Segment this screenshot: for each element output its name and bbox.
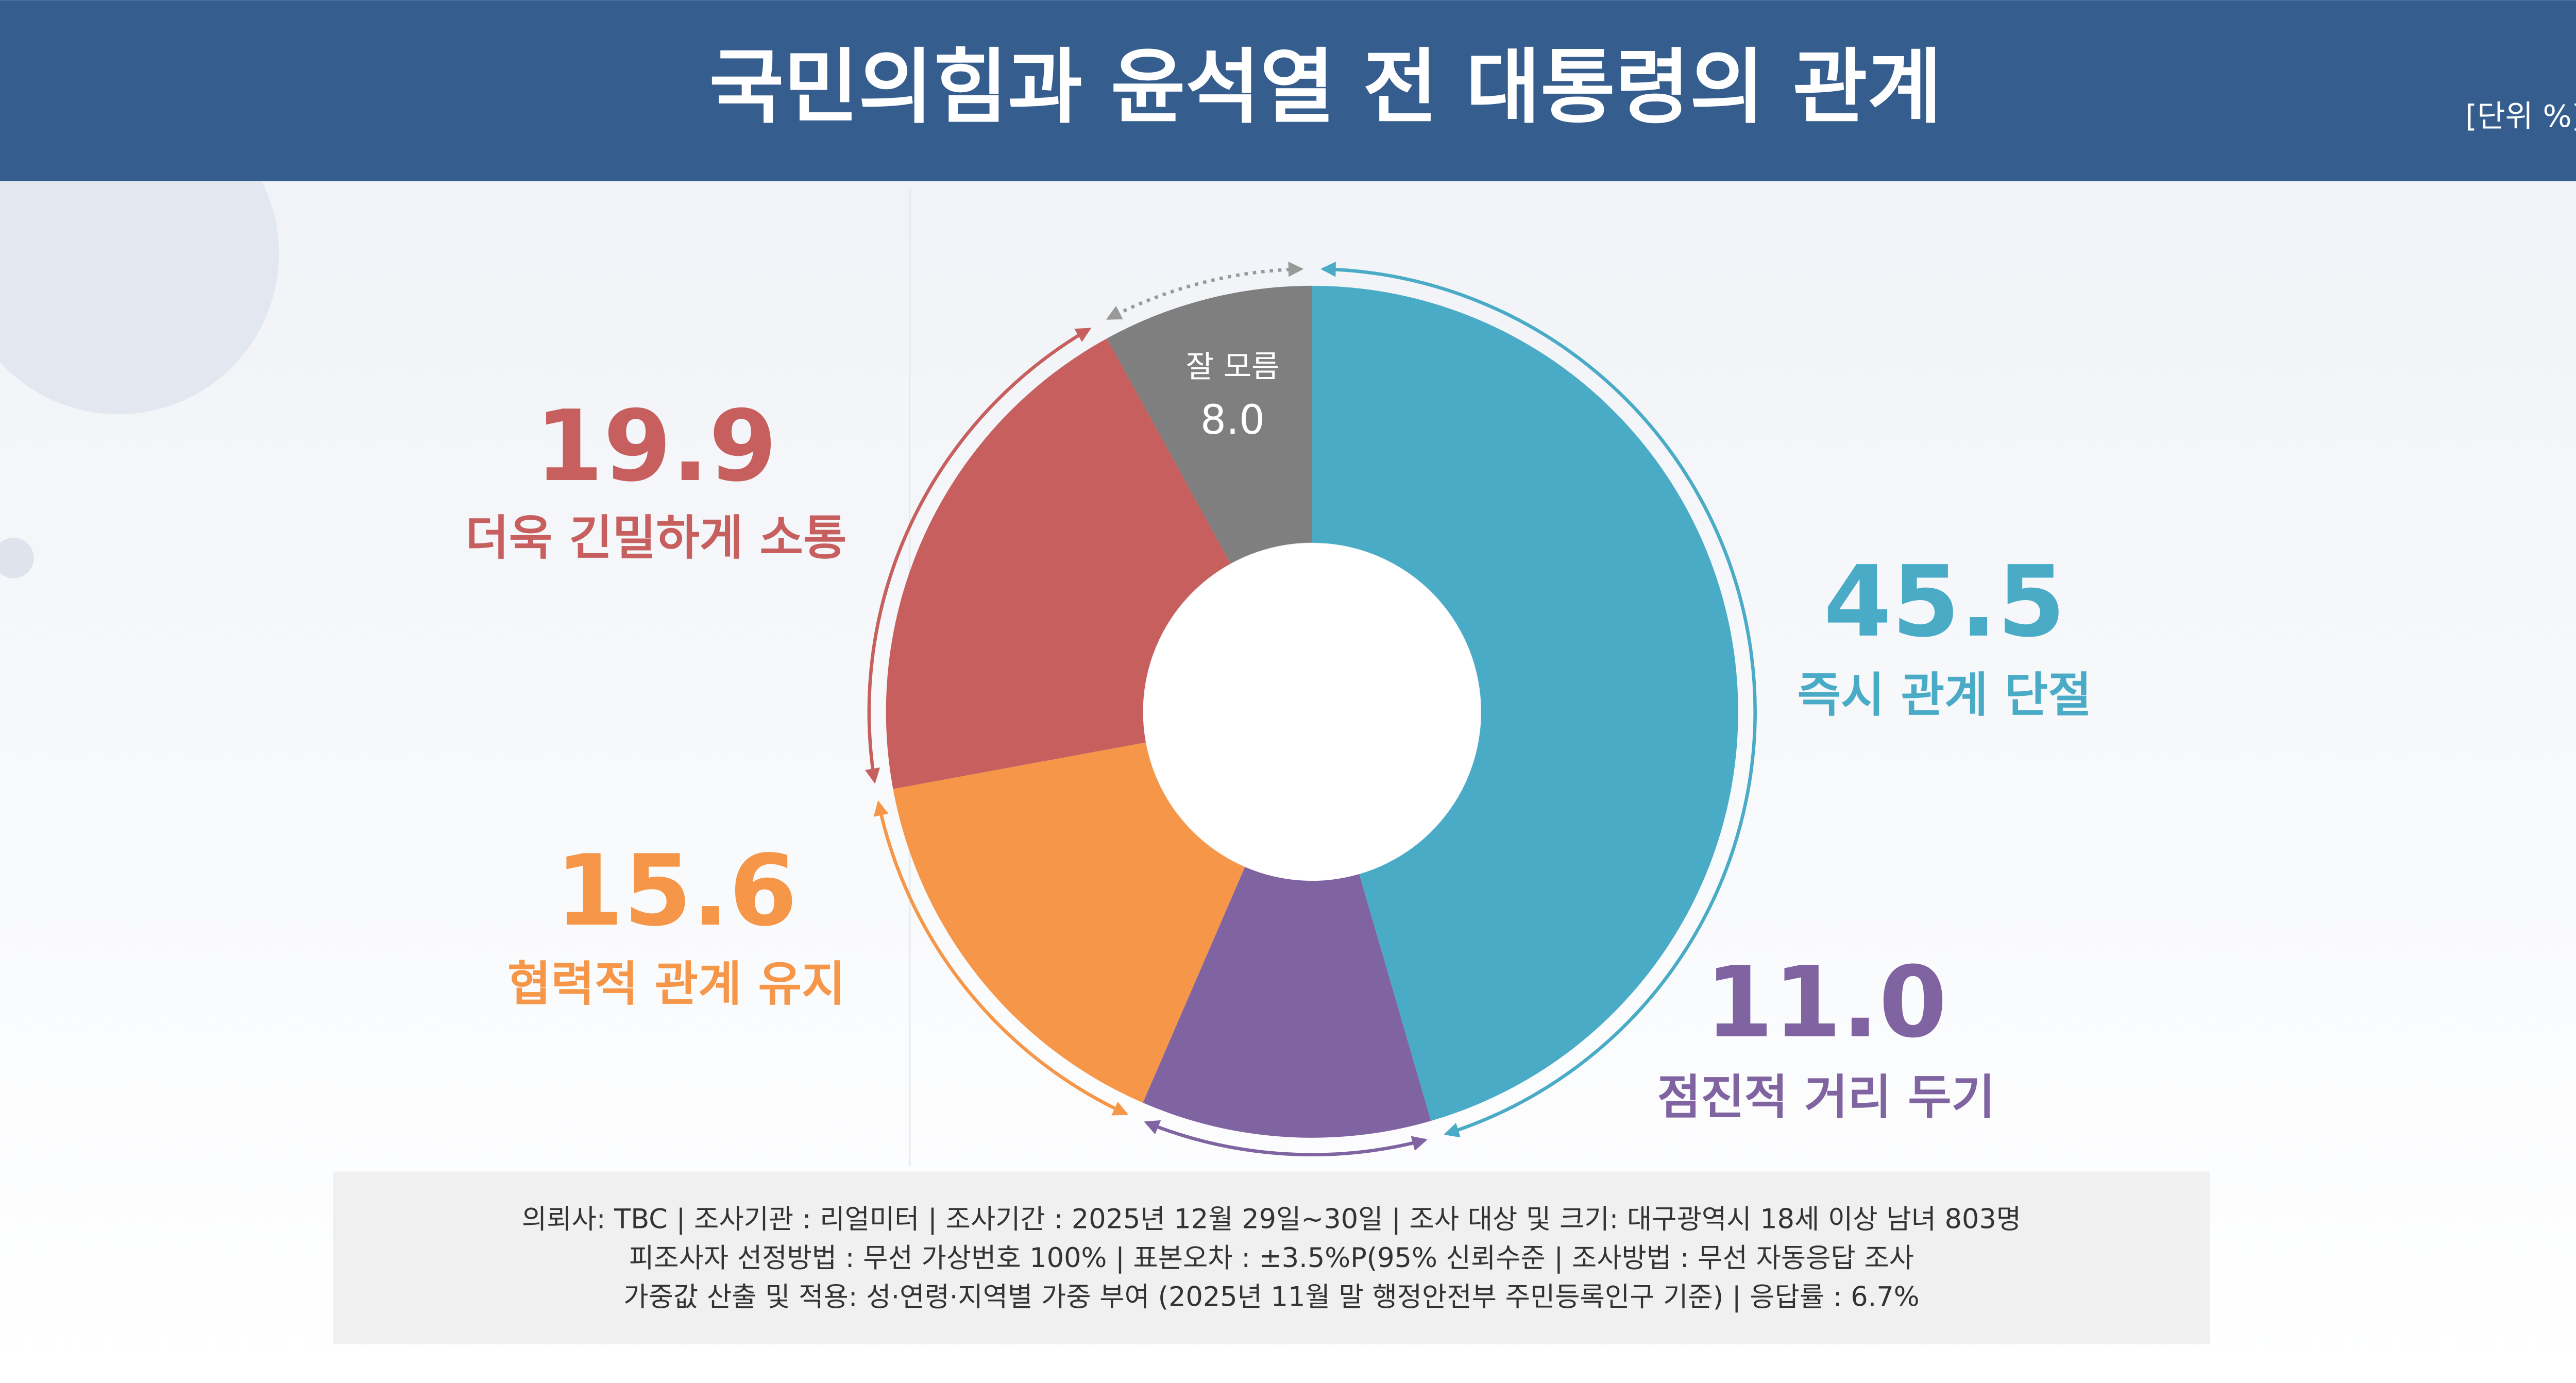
slice-value: 11.0 [1705,945,1947,1060]
unit-label: [단위 %] [2465,98,2576,134]
header-bar [0,0,2576,181]
slice-category: 협력적 관계 유지 [507,957,845,1012]
slice-category: 잘 모름 [1186,349,1280,384]
donut-slice [1143,867,1431,1138]
slice-value: 45.5 [1823,544,2065,659]
arrow-head [1074,328,1092,342]
arrow-head [1111,1101,1129,1116]
note-line: 가중값 산출 및 적용: 성·연령·지역별 가중 부여 (2025년 11월 말… [623,1281,1919,1312]
range-arc [877,803,1127,1116]
arrow-head [873,800,889,817]
arrow-head [1444,1123,1461,1138]
slice-category: 점진적 거리 두기 [1657,1070,1995,1125]
arrow-head [1320,261,1336,277]
chart-title: 국민의힘과 윤석열 전 대통령의 관계 [709,41,1942,135]
arrow-head [865,767,880,784]
arrow-head [1144,1120,1161,1135]
donut-slice [886,338,1231,789]
slice-category: 더욱 긴밀하게 소통 [465,510,846,566]
notes-box [333,1171,2210,1344]
slice-value: 19.9 [535,389,777,503]
range-arc [1145,1121,1426,1157]
donut-slice [893,742,1245,1103]
donut-slice [1107,285,1312,564]
arrow-head [1288,261,1304,277]
range-arc [867,328,1090,782]
note-line: 의뢰사: TBC | 조사기관 : 리얼미터 | 조사기간 : 2025년 12… [522,1203,2021,1235]
note-line: 피조사자 선정방법 : 무선 가상번호 100% | 표본오차 : ±3.5%P… [629,1242,1914,1274]
arrow-head [1106,305,1123,320]
donut-slice [1312,285,1738,1121]
slice-value: 8.0 [1200,396,1265,443]
donut-hole [1144,543,1481,880]
range-arc [1323,267,1757,1136]
slice-value: 15.6 [555,833,798,948]
decor-circle [0,537,34,578]
arrow-head [1411,1136,1428,1151]
slice-category: 즉시 관계 단절 [1798,668,2092,723]
